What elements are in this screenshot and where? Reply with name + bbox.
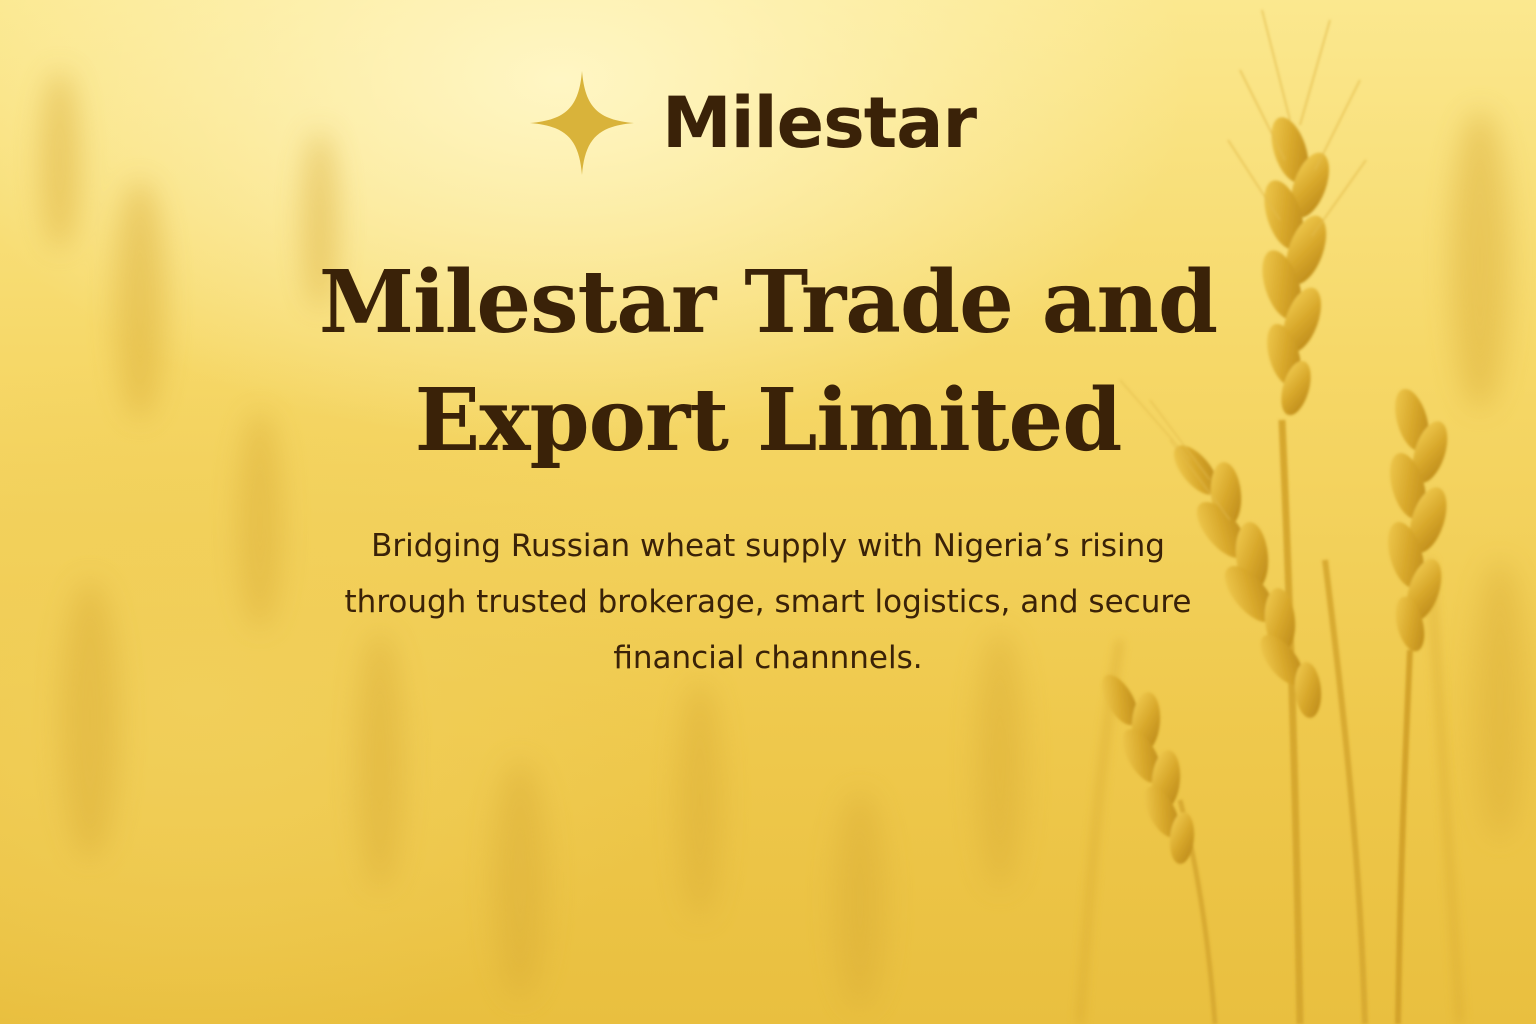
page-title: Milestar Trade and Export Limited <box>268 244 1268 480</box>
brand-name: Milestar <box>662 82 977 164</box>
subtitle-line-3: financial channnels. <box>613 640 923 676</box>
hero-subtitle: Bridging Russian wheat supply with Niger… <box>268 518 1268 686</box>
title-line-2: Export Limited <box>414 370 1123 471</box>
sparkle-star-icon <box>530 71 634 175</box>
subtitle-line-2: through trusted brokerage, smart logisti… <box>344 584 1192 620</box>
brand-logo[interactable]: Milestar <box>528 68 977 178</box>
title-line-1: Milestar Trade and <box>318 252 1218 353</box>
subtitle-line-1: Bridging Russian wheat supply with Niger… <box>371 528 1165 564</box>
